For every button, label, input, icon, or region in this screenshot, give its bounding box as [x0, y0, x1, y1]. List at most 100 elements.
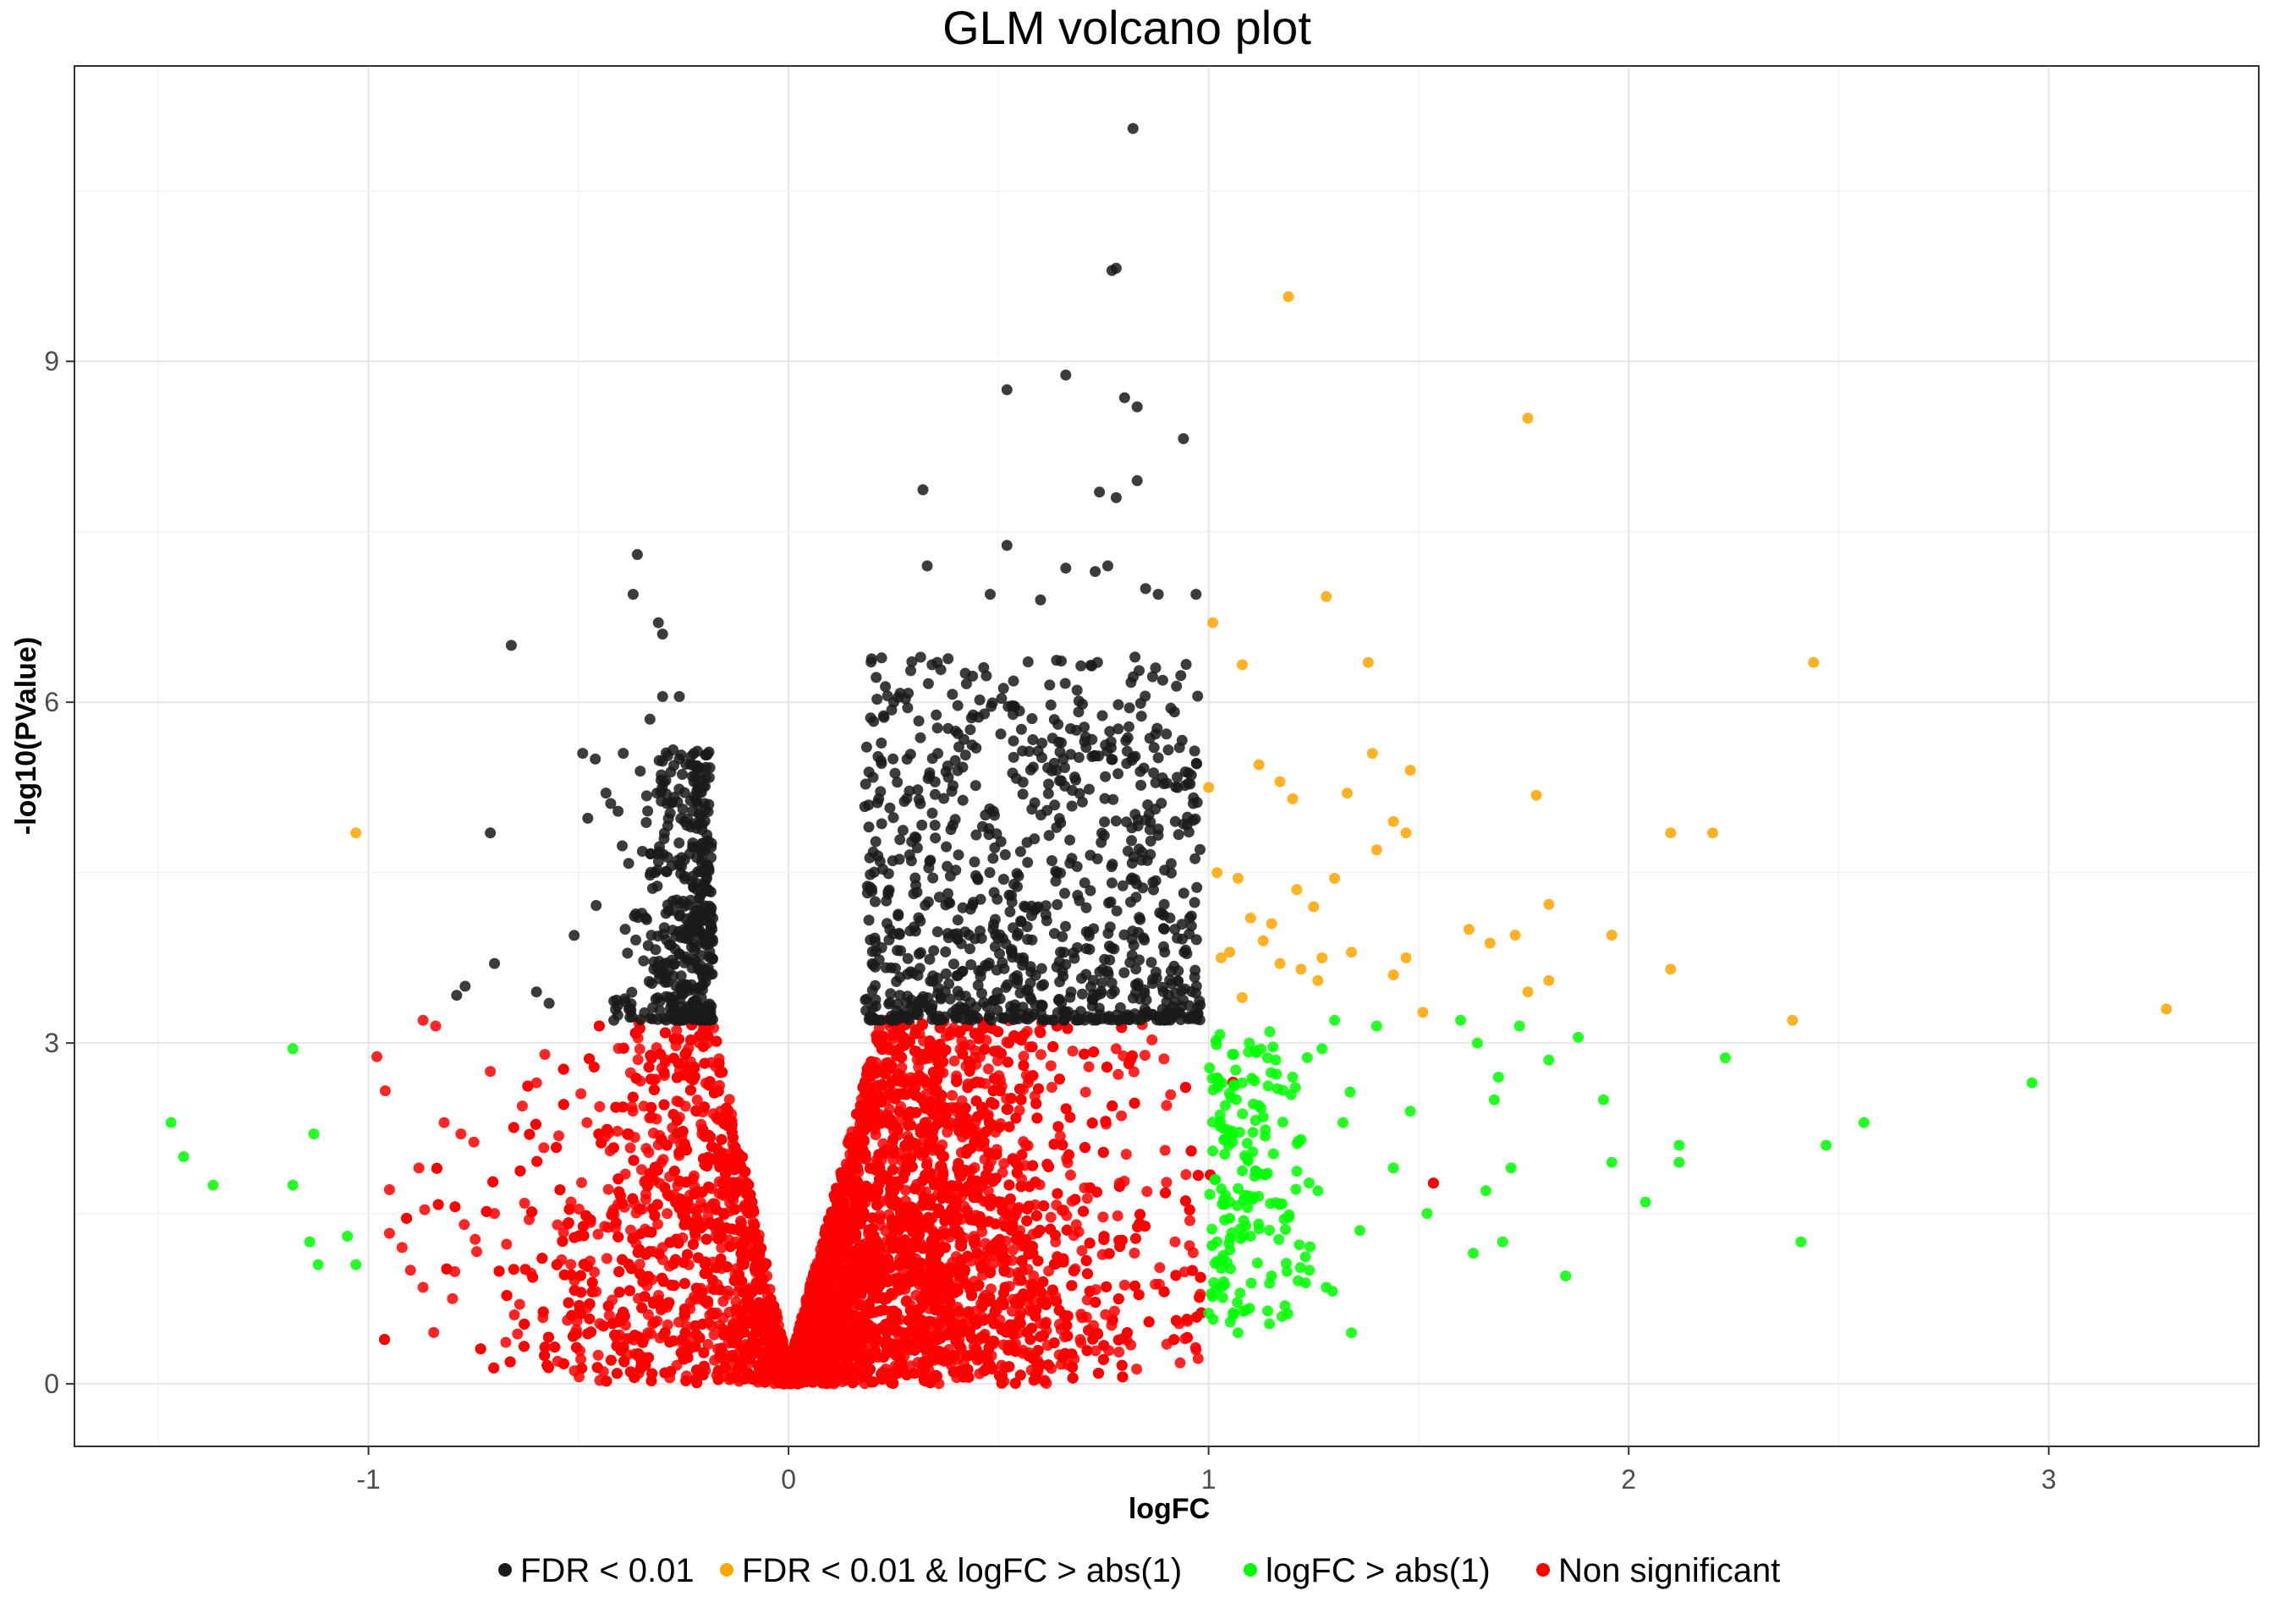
data-point-non-significant [1081, 1193, 1093, 1204]
data-point-non-significant [500, 1336, 512, 1348]
data-point-non-significant [652, 1218, 663, 1230]
data-point-non-significant [883, 1103, 895, 1115]
data-point-non-significant [1154, 1262, 1166, 1274]
data-point-non-significant [964, 1039, 976, 1051]
data-point-non-significant [575, 1353, 587, 1365]
data-point-non-significant [565, 1259, 577, 1270]
data-point-non-significant [634, 1259, 645, 1270]
data-point-non-significant [1076, 1312, 1088, 1324]
data-point-non-significant [471, 1246, 482, 1258]
data-point-non-significant [1116, 1110, 1128, 1122]
data-point-non-significant [1158, 1053, 1170, 1065]
data-point-non-significant [969, 1162, 980, 1173]
data-point-non-significant [624, 1142, 636, 1154]
data-point-non-significant [1046, 1082, 1057, 1093]
data-point-non-significant [576, 1177, 587, 1188]
data-point-non-significant [383, 1227, 395, 1239]
data-point-non-significant [1045, 1060, 1057, 1072]
data-point-non-significant [1118, 1279, 1130, 1291]
data-point-non-significant [662, 1208, 673, 1220]
data-point-non-significant [459, 1219, 470, 1231]
data-point-non-significant [1139, 1050, 1151, 1062]
data-point-non-significant [1007, 1244, 1019, 1256]
data-point-non-significant [1174, 1357, 1186, 1369]
data-point-non-significant [1192, 1352, 1204, 1364]
data-point-non-significant [612, 1125, 623, 1137]
data-point-non-significant [1079, 1086, 1091, 1098]
data-point-non-significant [671, 1024, 683, 1036]
data-point-non-significant [1159, 1144, 1171, 1156]
data-point-non-significant [468, 1136, 480, 1148]
data-point-non-significant [625, 1224, 636, 1236]
data-point-non-significant [655, 1304, 667, 1316]
data-point-non-significant [594, 1100, 606, 1112]
data-point-non-significant [911, 1054, 923, 1066]
data-point-non-significant [603, 1309, 615, 1321]
data-point-non-significant [948, 1055, 960, 1067]
data-point-non-significant [1021, 1025, 1033, 1037]
data-point-non-significant [1065, 1169, 1076, 1181]
data-point-non-significant [711, 1262, 722, 1274]
data-point-non-significant [1184, 1240, 1195, 1252]
data-point-non-significant [601, 1253, 612, 1265]
data-point-non-significant [512, 1328, 524, 1340]
data-point-non-significant [1054, 1130, 1066, 1142]
data-point-non-significant [553, 1130, 564, 1142]
data-point-non-significant [1020, 1139, 1032, 1151]
data-point-non-significant [1045, 1211, 1057, 1223]
data-point-non-significant [1035, 1049, 1046, 1061]
data-point-non-significant [1161, 1177, 1173, 1188]
data-point-non-significant [673, 1096, 684, 1108]
data-point-non-significant [956, 1035, 968, 1046]
data-point-non-significant [1017, 1265, 1029, 1277]
data-point-non-significant [1041, 1316, 1052, 1328]
gridlines [74, 66, 2260, 1446]
data-point-non-significant [937, 1067, 949, 1078]
data-point-non-significant [602, 1183, 614, 1195]
data-point-non-significant [657, 1154, 669, 1166]
data-point-non-significant [1146, 1034, 1158, 1045]
data-point-non-significant [1090, 1345, 1101, 1357]
data-point-non-significant [627, 1106, 639, 1117]
data-point-non-significant [708, 1329, 720, 1341]
data-point-non-significant [1120, 1149, 1132, 1160]
data-point-non-significant [1141, 1186, 1153, 1198]
data-point-non-significant [717, 1312, 729, 1324]
data-point-non-significant [1129, 1248, 1140, 1259]
data-point-non-significant [723, 1094, 735, 1106]
data-point-non-significant [1180, 1169, 1192, 1181]
data-point-non-significant [1083, 1061, 1095, 1073]
data-point-non-significant [538, 1142, 550, 1154]
data-point-non-significant [1097, 1211, 1109, 1223]
data-point-non-significant [691, 1095, 703, 1106]
data-point-non-significant [1056, 1204, 1068, 1216]
data-point-non-significant [900, 1296, 912, 1308]
data-point-non-significant [1039, 1374, 1051, 1386]
data-point-non-significant [870, 1129, 882, 1141]
data-point-non-significant [1150, 1278, 1162, 1290]
data-point-non-significant [1165, 1089, 1177, 1100]
data-point-non-significant [470, 1233, 481, 1245]
data-point-non-significant [717, 1296, 729, 1307]
data-point-non-significant [1112, 1210, 1123, 1221]
data-point-non-significant [1128, 1066, 1140, 1078]
data-point-non-significant [713, 1352, 725, 1363]
data-point-non-significant [1112, 1068, 1124, 1080]
chart-title: GLM volcano plot [942, 1, 1311, 54]
data-point-non-significant [673, 1316, 684, 1328]
data-point-non-significant [1108, 1305, 1120, 1317]
data-point-non-significant [508, 1309, 520, 1320]
data-point-non-significant [1076, 1245, 1088, 1257]
data-point-non-significant [592, 1228, 604, 1240]
data-point-non-significant [887, 1155, 899, 1166]
data-point-non-significant [643, 1147, 655, 1158]
data-point-non-significant [635, 1164, 647, 1176]
data-point-non-significant [982, 1063, 994, 1075]
data-point-non-significant [640, 1193, 651, 1205]
data-point-non-significant [519, 1198, 530, 1209]
data-point-non-significant [645, 1328, 656, 1340]
data-point-non-significant [574, 1371, 585, 1383]
data-point-non-significant [697, 1202, 709, 1214]
scatter-points [165, 123, 2172, 1390]
